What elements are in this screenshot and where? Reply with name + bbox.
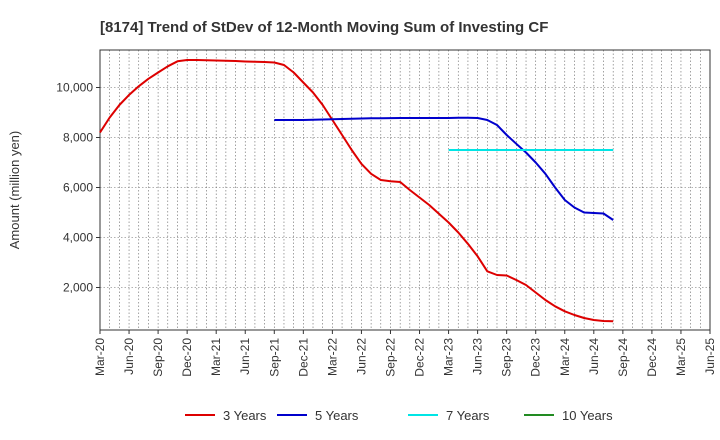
chart-title: [8174] Trend of StDev of 12-Month Moving… — [100, 19, 548, 36]
x-tick-label: Jun-25 — [703, 338, 717, 375]
plot-frame — [99, 49, 711, 331]
x-tick-label: Dec-24 — [645, 338, 659, 377]
x-tick-label: Mar-25 — [674, 338, 688, 376]
y-tick-label: 2,000 — [63, 281, 93, 295]
x-tick-label: Mar-23 — [442, 338, 456, 376]
x-tick-label: Mar-21 — [209, 338, 223, 376]
x-tick-label: Mar-24 — [558, 338, 572, 376]
series-line-3-years — [99, 59, 614, 323]
x-tick-label: Sep-21 — [267, 338, 281, 377]
x-tick-label: Mar-20 — [93, 338, 107, 376]
x-tick-label: Sep-20 — [151, 338, 165, 377]
y-tick-label: 8,000 — [63, 131, 93, 145]
legend-label: 7 Years — [446, 408, 490, 423]
legend-label: 5 Years — [315, 408, 359, 423]
y-axis: 2,000 4,000 6,000 8,000 10,000 — [56, 81, 100, 295]
x-tick-label: Dec-22 — [413, 338, 427, 377]
x-tick-label: Jun-21 — [238, 338, 252, 375]
x-tick-label: Jun-23 — [471, 338, 485, 375]
x-tick-label: Jun-22 — [354, 338, 368, 375]
x-tick-label: Mar-22 — [325, 338, 339, 376]
series-lines — [99, 59, 614, 323]
x-tick-label: Dec-21 — [296, 338, 310, 377]
series-line-5-years — [274, 116, 614, 221]
x-tick-label: Jun-24 — [587, 338, 601, 375]
y-tick-label: 10,000 — [56, 81, 93, 95]
x-tick-label: Dec-23 — [529, 338, 543, 377]
legend-label: 10 Years — [562, 408, 613, 423]
y-tick-label: 4,000 — [63, 231, 93, 245]
grid — [100, 50, 710, 330]
x-tick-label: Sep-22 — [383, 338, 397, 377]
legend: 3 Years 5 Years 7 Years 10 Years — [185, 408, 613, 423]
x-axis: Mar-20 Jun-20 Sep-20 Dec-20 Mar-21 Jun-21 Sep-… — [93, 330, 717, 377]
legend-label: 3 Years — [223, 408, 267, 423]
y-tick-label: 6,000 — [63, 181, 93, 195]
x-tick-label: Dec-20 — [180, 338, 194, 377]
x-tick-label: Sep-23 — [500, 338, 514, 377]
y-axis-title: Amount (million yen) — [7, 131, 22, 250]
x-tick-label: Sep-24 — [616, 338, 630, 377]
x-tick-label: Jun-20 — [122, 338, 136, 375]
